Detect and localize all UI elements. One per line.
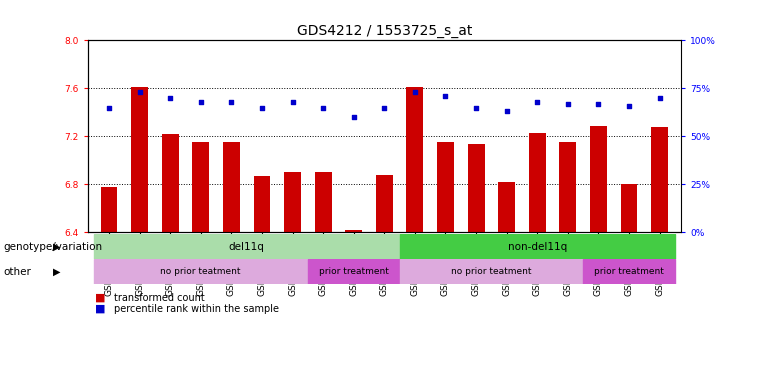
Bar (94, 234, 400, 259)
Bar (307, 259, 400, 284)
Bar (498, 182, 515, 232)
Bar (94, 259, 307, 284)
Bar (376, 175, 393, 232)
Text: genotype/variation: genotype/variation (4, 242, 103, 252)
Title: GDS4212 / 1553725_s_at: GDS4212 / 1553725_s_at (297, 24, 472, 38)
Point (501, 108, 513, 114)
Point (225, 99, 237, 105)
Bar (315, 172, 332, 232)
Bar (193, 142, 209, 232)
Point (133, 89, 145, 95)
Text: ▶: ▶ (53, 266, 61, 277)
Bar (100, 187, 117, 232)
Text: ■: ■ (95, 293, 109, 303)
Bar (529, 133, 546, 232)
Point (592, 101, 604, 107)
Point (654, 95, 666, 101)
Bar (253, 176, 270, 232)
Text: percentile rank within the sample: percentile rank within the sample (114, 304, 279, 314)
Bar (406, 87, 423, 232)
Point (562, 101, 574, 107)
Point (164, 95, 177, 101)
Bar (284, 172, 301, 232)
Bar (583, 259, 675, 284)
Bar (559, 142, 576, 232)
Bar (400, 234, 675, 259)
Point (348, 114, 360, 120)
Point (470, 104, 482, 111)
Text: ■: ■ (95, 304, 109, 314)
Bar (400, 259, 583, 284)
Point (103, 104, 115, 111)
Bar (651, 127, 668, 232)
Bar (590, 126, 607, 232)
Point (195, 99, 207, 105)
Bar (162, 134, 179, 232)
Bar (468, 144, 485, 232)
Bar (621, 184, 638, 232)
Text: no prior teatment: no prior teatment (451, 267, 532, 276)
Text: transformed count: transformed count (114, 293, 205, 303)
Text: del11q: del11q (229, 242, 265, 252)
Bar (437, 142, 454, 232)
Text: non-del11q: non-del11q (508, 242, 567, 252)
Point (409, 89, 421, 95)
Point (623, 103, 635, 109)
Bar (223, 142, 240, 232)
Point (317, 104, 330, 111)
Point (256, 104, 268, 111)
Text: no prior teatment: no prior teatment (161, 267, 241, 276)
Bar (345, 230, 362, 232)
Point (378, 104, 390, 111)
Text: prior treatment: prior treatment (594, 267, 664, 276)
Point (439, 93, 451, 99)
Bar (131, 87, 148, 232)
Text: ▶: ▶ (53, 242, 61, 252)
Point (286, 99, 298, 105)
Point (531, 99, 543, 105)
Text: prior treatment: prior treatment (319, 267, 389, 276)
Text: other: other (4, 266, 32, 277)
